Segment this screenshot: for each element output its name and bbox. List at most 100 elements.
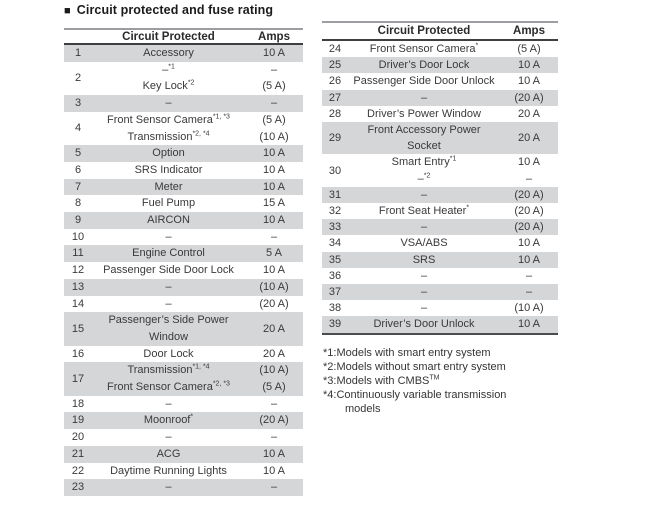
amp-rating: 10 A [262,180,286,193]
row-lines: – (20 A) [348,90,558,106]
circuit-name: Passenger Side Door Lock [103,264,234,277]
row-lines: Fuel Pump 15 A [92,195,303,212]
circuit-name: Daytime Running Lights [110,464,227,477]
fuse-number: 29 [328,132,342,145]
footnote-marker: * [475,42,479,50]
circuit-name: Driver’s Power Window [367,107,481,120]
table-row: 36– – [322,268,558,284]
amp-rating: – [270,481,278,494]
circuit-name: Front Sensor Camera*1, *3 [107,113,230,126]
row-lines: Daytime Running Lights 10 A [92,463,303,480]
table-row: 11 Engine Control 5 A [64,245,303,263]
row-line: Front Sensor Camera* (5 A) [348,41,558,57]
fuse-number: 17 [71,372,85,385]
row-lines: – (20 A) [348,219,558,235]
footnote-marker: *1, *4 [192,363,210,371]
circuit-name: Front Sensor Camera* [369,42,479,55]
row-line: AIRCON 10 A [92,212,303,229]
circuit-name: Meter [154,180,183,193]
circuit-name: Smart Entry*1 [391,155,457,169]
circuit-name: Front Seat Heater* [378,204,470,218]
fuse-number: 1 [74,47,82,59]
circuit-name: – [420,221,428,234]
fuse-number: 36 [328,269,342,282]
row-line: – (10 A) [348,300,558,316]
table-row: 22 Daytime Running Lights 10 A [64,463,303,480]
fuse-number: 14 [71,297,85,310]
row-lines: Meter 10 A [92,179,303,196]
footnote-marker: *2, *4 [192,129,210,137]
amp-rating: (20 A) [514,91,544,104]
amp-rating: 20 A [262,347,286,360]
table-row: 1 Accessory 10 A [64,45,303,62]
row-line: – – [348,284,558,300]
row-lines: Transmission*1, *4 (10 A) Front Sensor Cam… [92,362,303,395]
circuit-name: – [420,91,428,104]
amp-rating: 10 A [517,253,541,266]
fuse-number: 18 [71,397,85,410]
table-row: 17 Transmission*1, *4 (10 A) Front Sensor C… [64,362,303,396]
table-header: Circuit Protected Amps [322,21,558,41]
fuse-number: 11 [72,247,84,260]
row-line: Key Lock*2 (5 A) [92,78,303,95]
fuse-number: 22 [71,464,85,477]
amp-rating: (20 A) [514,205,544,218]
amp-rating: – [270,230,278,243]
col-header-circuit: Circuit Protected [377,25,471,37]
row-lines: Engine Control 5 A [92,245,303,262]
table-row: 38 – (10 A) [322,300,558,316]
circuit-name: Engine Control [132,247,205,260]
circuit-name: Accessory [143,47,194,59]
amp-rating: – [270,63,278,76]
fuse-number: 10 [71,230,85,243]
fuse-number: 33 [328,221,342,234]
row-line: Driver’s Door Unlock 10 A [348,316,558,332]
table-row: 15 Passenger’s Side Power Window 20 A [64,312,303,346]
fuse-table-left: Circuit Protected Amps 1 Accessory 10 A 2 –*… [64,28,303,496]
fuse-number: 37 [328,286,342,299]
amp-rating: (10 A) [259,280,289,293]
page-title: ■ Circuit protected and fuse rating [64,3,273,17]
row-lines: – – [92,429,303,446]
fuse-number: 4 [74,122,82,135]
row-line: – – [92,479,303,496]
table-row: 27 – (20 A) [322,89,558,106]
circuit-name: – [420,302,428,315]
section-marker-icon: ■ [64,4,71,17]
row-lines: VSA/ABS 10 A [348,235,558,251]
row-line: Transmission*2, *4 (10 A) [92,129,303,146]
row-line: Accessory 10 A [92,45,303,62]
footnotes: *1:Models with smart entry system *2:Mode… [323,346,559,416]
footnote-line: *4:Continuously variable transmission mod… [323,389,507,415]
amp-rating: 5 A [266,247,282,260]
amp-rating: 10 A [262,163,286,176]
row-lines: Front Sensor Camera* (5 A) [348,41,558,57]
row-lines: AIRCON 10 A [92,212,303,229]
amp-rating: – [525,269,533,282]
table-row: 9 AIRCON 10 A [64,212,303,229]
circuit-name: SRS [412,253,436,266]
fuse-number: 2 [74,72,82,85]
circuit-name: Transmission*2, *4 [127,129,210,143]
amp-rating: (10 A) [259,364,289,377]
row-lines: Passenger Side Door Unlock 10 A [348,73,558,89]
fuse-number: 30 [328,164,342,177]
circuit-name: Door Lock [143,347,194,360]
amp-rating: (20 A) [514,188,544,201]
amp-rating: (20 A) [259,414,289,427]
row-line: – – [92,429,303,446]
amp-rating: 20 A [262,322,286,335]
row-line: – (20 A) [92,296,303,313]
fuse-number: 9 [74,214,82,227]
fuse-number: 32 [328,205,342,218]
amp-rating: – [270,397,278,410]
col-header-amps: Amps [513,25,545,37]
row-lines: – (20 A) [348,187,558,203]
table-row: 21 ACG 10 A [64,445,303,463]
amp-rating: 15 A [262,197,286,210]
table-row: 25 Driver’s Door Lock 10 A [322,57,558,74]
circuit-name: – [165,397,172,410]
fuse-number: 38 [328,302,342,315]
row-lines: –*1 – Key Lock*2 (5 A) [92,62,303,95]
amp-rating: 10 A [517,237,541,250]
